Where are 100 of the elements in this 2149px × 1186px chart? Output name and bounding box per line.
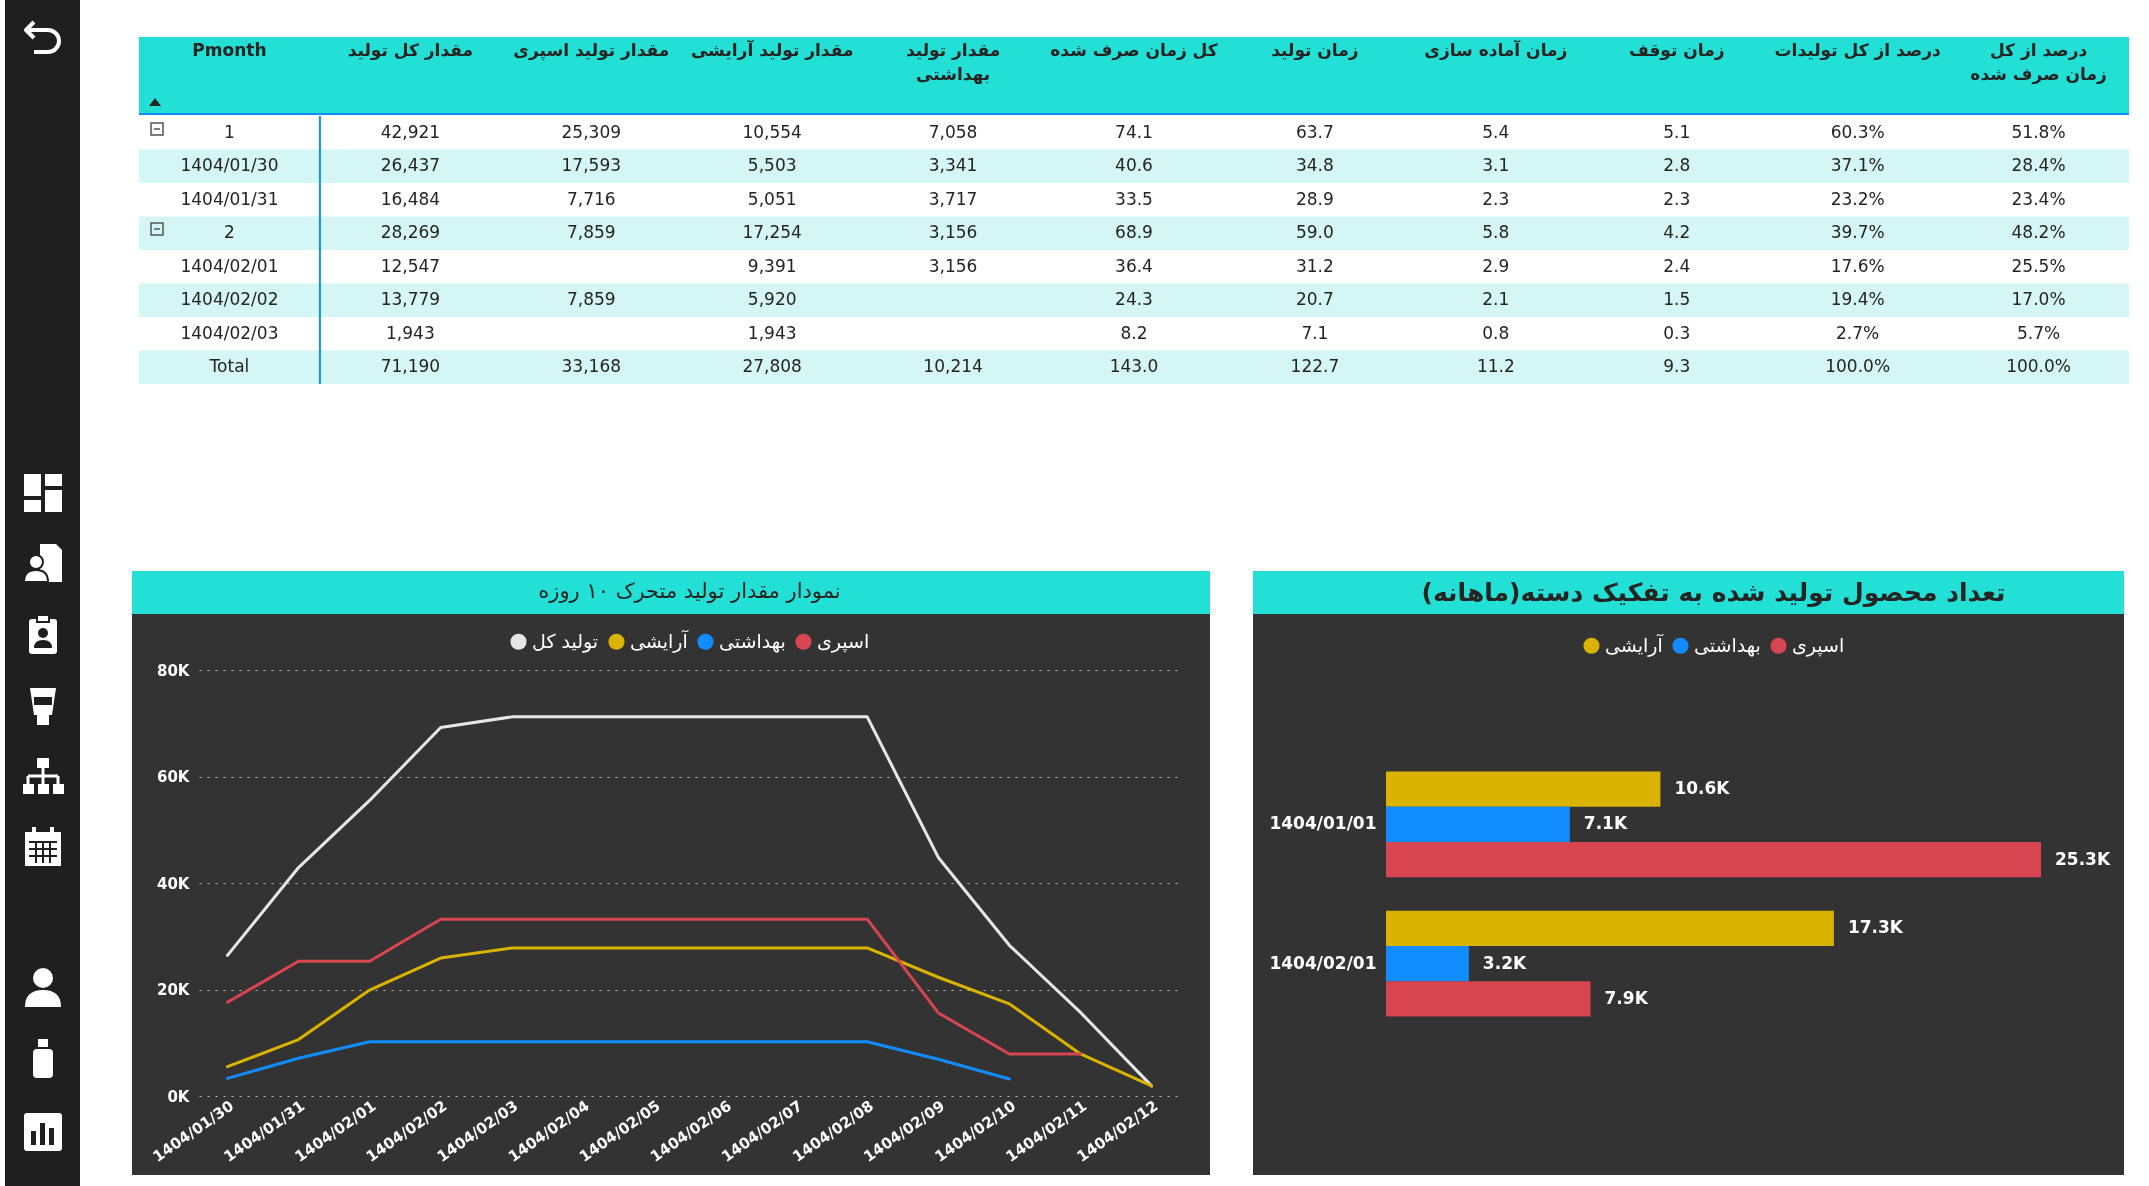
text: 3,156	[928, 222, 978, 243]
chart-title: تعداد محصول تولید شده به تفکیک دسته(ماهانه)	[1421, 578, 2006, 608]
text: 48.2%	[2011, 222, 2066, 243]
text: 26,437	[380, 155, 441, 176]
text: 2.4	[1663, 255, 1691, 276]
line-series	[225, 917, 1082, 1056]
category-label: Total	[209, 356, 250, 377]
category-label: زمان تولید	[1271, 40, 1359, 61]
text: 17,254	[742, 222, 802, 243]
text: 3,341	[928, 155, 978, 176]
text: 33.5	[1115, 188, 1153, 209]
text: 12,547	[380, 255, 441, 276]
text: 23.2%	[1830, 188, 1885, 209]
bar	[1386, 771, 1661, 807]
text: 31.2	[1295, 255, 1334, 276]
text: 16,484	[380, 188, 441, 209]
y-tick-label: 0K	[167, 1087, 191, 1106]
text: 39.7%	[1830, 222, 1885, 243]
legend-label: آرایشی	[1605, 632, 1664, 657]
category-label: مقدار تولید اسپری	[513, 40, 670, 61]
text: 27,808	[742, 356, 802, 377]
text: 59.0	[1295, 222, 1334, 243]
bar	[1386, 806, 1570, 843]
text: 143.0	[1109, 356, 1159, 377]
legend-label: بهداشتی	[1694, 633, 1761, 657]
text: 5,051	[747, 188, 797, 209]
text: 8.2	[1120, 322, 1148, 343]
category-label: کل زمان صرف شده	[1050, 40, 1218, 61]
text: 25,309	[561, 121, 622, 142]
category-label: 1404/01/30	[180, 155, 279, 176]
data-label: 10.6K	[1674, 778, 1731, 799]
text: 28.9	[1295, 188, 1334, 209]
data-label: 7.1K	[1583, 813, 1628, 834]
y-tick-label: 40K	[157, 874, 191, 893]
text: 11.2	[1476, 356, 1515, 377]
category-label: زمان توقف	[1628, 40, 1725, 61]
bar	[1386, 945, 1469, 982]
data-label: 25.3K	[2055, 848, 2111, 869]
text: 122.7	[1290, 356, 1340, 377]
text: 10,214	[923, 356, 983, 377]
text: 42,921	[380, 121, 441, 142]
text: 2.1	[1482, 289, 1510, 310]
legend-label: آرایشی	[630, 628, 689, 653]
text: 3,717	[928, 188, 978, 209]
text: 36.4	[1115, 255, 1153, 276]
text: 25.5%	[2011, 255, 2066, 276]
text: 2.8	[1663, 155, 1691, 176]
category-label: 1404/02/03	[180, 322, 279, 343]
category-label: مقدار تولید آرایشی	[690, 39, 854, 61]
text: 7,058	[928, 121, 978, 142]
text: 37.1%	[1830, 155, 1885, 176]
legend-label: اسپری	[1792, 633, 1845, 657]
text: 7,859	[566, 222, 616, 243]
text: 10,554	[742, 121, 802, 142]
bar	[1386, 981, 1591, 1017]
text: 63.7	[1295, 121, 1334, 142]
text: 20.7	[1295, 289, 1334, 310]
category-label: زمان آماده سازی	[1424, 39, 1568, 60]
legend-label: بهداشتی	[719, 629, 786, 653]
y-tick-label: 80K	[157, 661, 191, 680]
text: 7,859	[566, 289, 616, 310]
text: 13,779	[380, 289, 441, 310]
bar	[1386, 910, 1834, 946]
text: 2.3	[1482, 188, 1510, 209]
text: 5,503	[747, 155, 797, 176]
text: 7.1	[1301, 322, 1329, 343]
text: 5,920	[747, 289, 797, 310]
text: 3,156	[928, 255, 978, 276]
text: 17,593	[561, 155, 622, 176]
category-label: 1	[224, 121, 235, 142]
data-label: 7.9K	[1604, 987, 1649, 1008]
category-label: مقدار کل تولید	[347, 40, 473, 61]
text: 23.4%	[2011, 188, 2066, 209]
category-label: 1404/02/02	[180, 289, 279, 310]
line-series	[225, 1040, 1011, 1081]
data-label: 17.3K	[1847, 917, 1904, 938]
text: 1,943	[747, 322, 797, 343]
text: 40.6	[1115, 155, 1153, 176]
text: 100.0%	[1825, 356, 1891, 377]
text: 74.1	[1115, 121, 1153, 142]
text: 17.0%	[2011, 289, 2066, 310]
text: 2.3	[1663, 188, 1691, 209]
category-label: 2	[224, 222, 235, 243]
text: 17.6%	[1830, 255, 1885, 276]
category-label: مقدار تولید بهداشتی	[905, 40, 1001, 85]
text: Pmonth	[192, 40, 267, 60]
legend-label: اسپری	[817, 629, 870, 653]
text: 60.3%	[1830, 121, 1885, 142]
category-label: 1404/01/31	[180, 188, 279, 209]
category-label: درصد از کل تولیدات	[1774, 40, 1942, 61]
text: 0.3	[1663, 322, 1691, 343]
data-label: 3.2K	[1482, 952, 1527, 973]
text: 2.7%	[1836, 322, 1880, 343]
text: 5.1	[1663, 121, 1691, 142]
y-tick-label: 60K	[157, 768, 191, 786]
text: 3.1	[1482, 155, 1510, 176]
text: 19.4%	[1830, 289, 1885, 310]
text: 9.3	[1663, 356, 1691, 377]
text: 7,716	[566, 188, 616, 209]
text: 2.9	[1482, 255, 1510, 276]
